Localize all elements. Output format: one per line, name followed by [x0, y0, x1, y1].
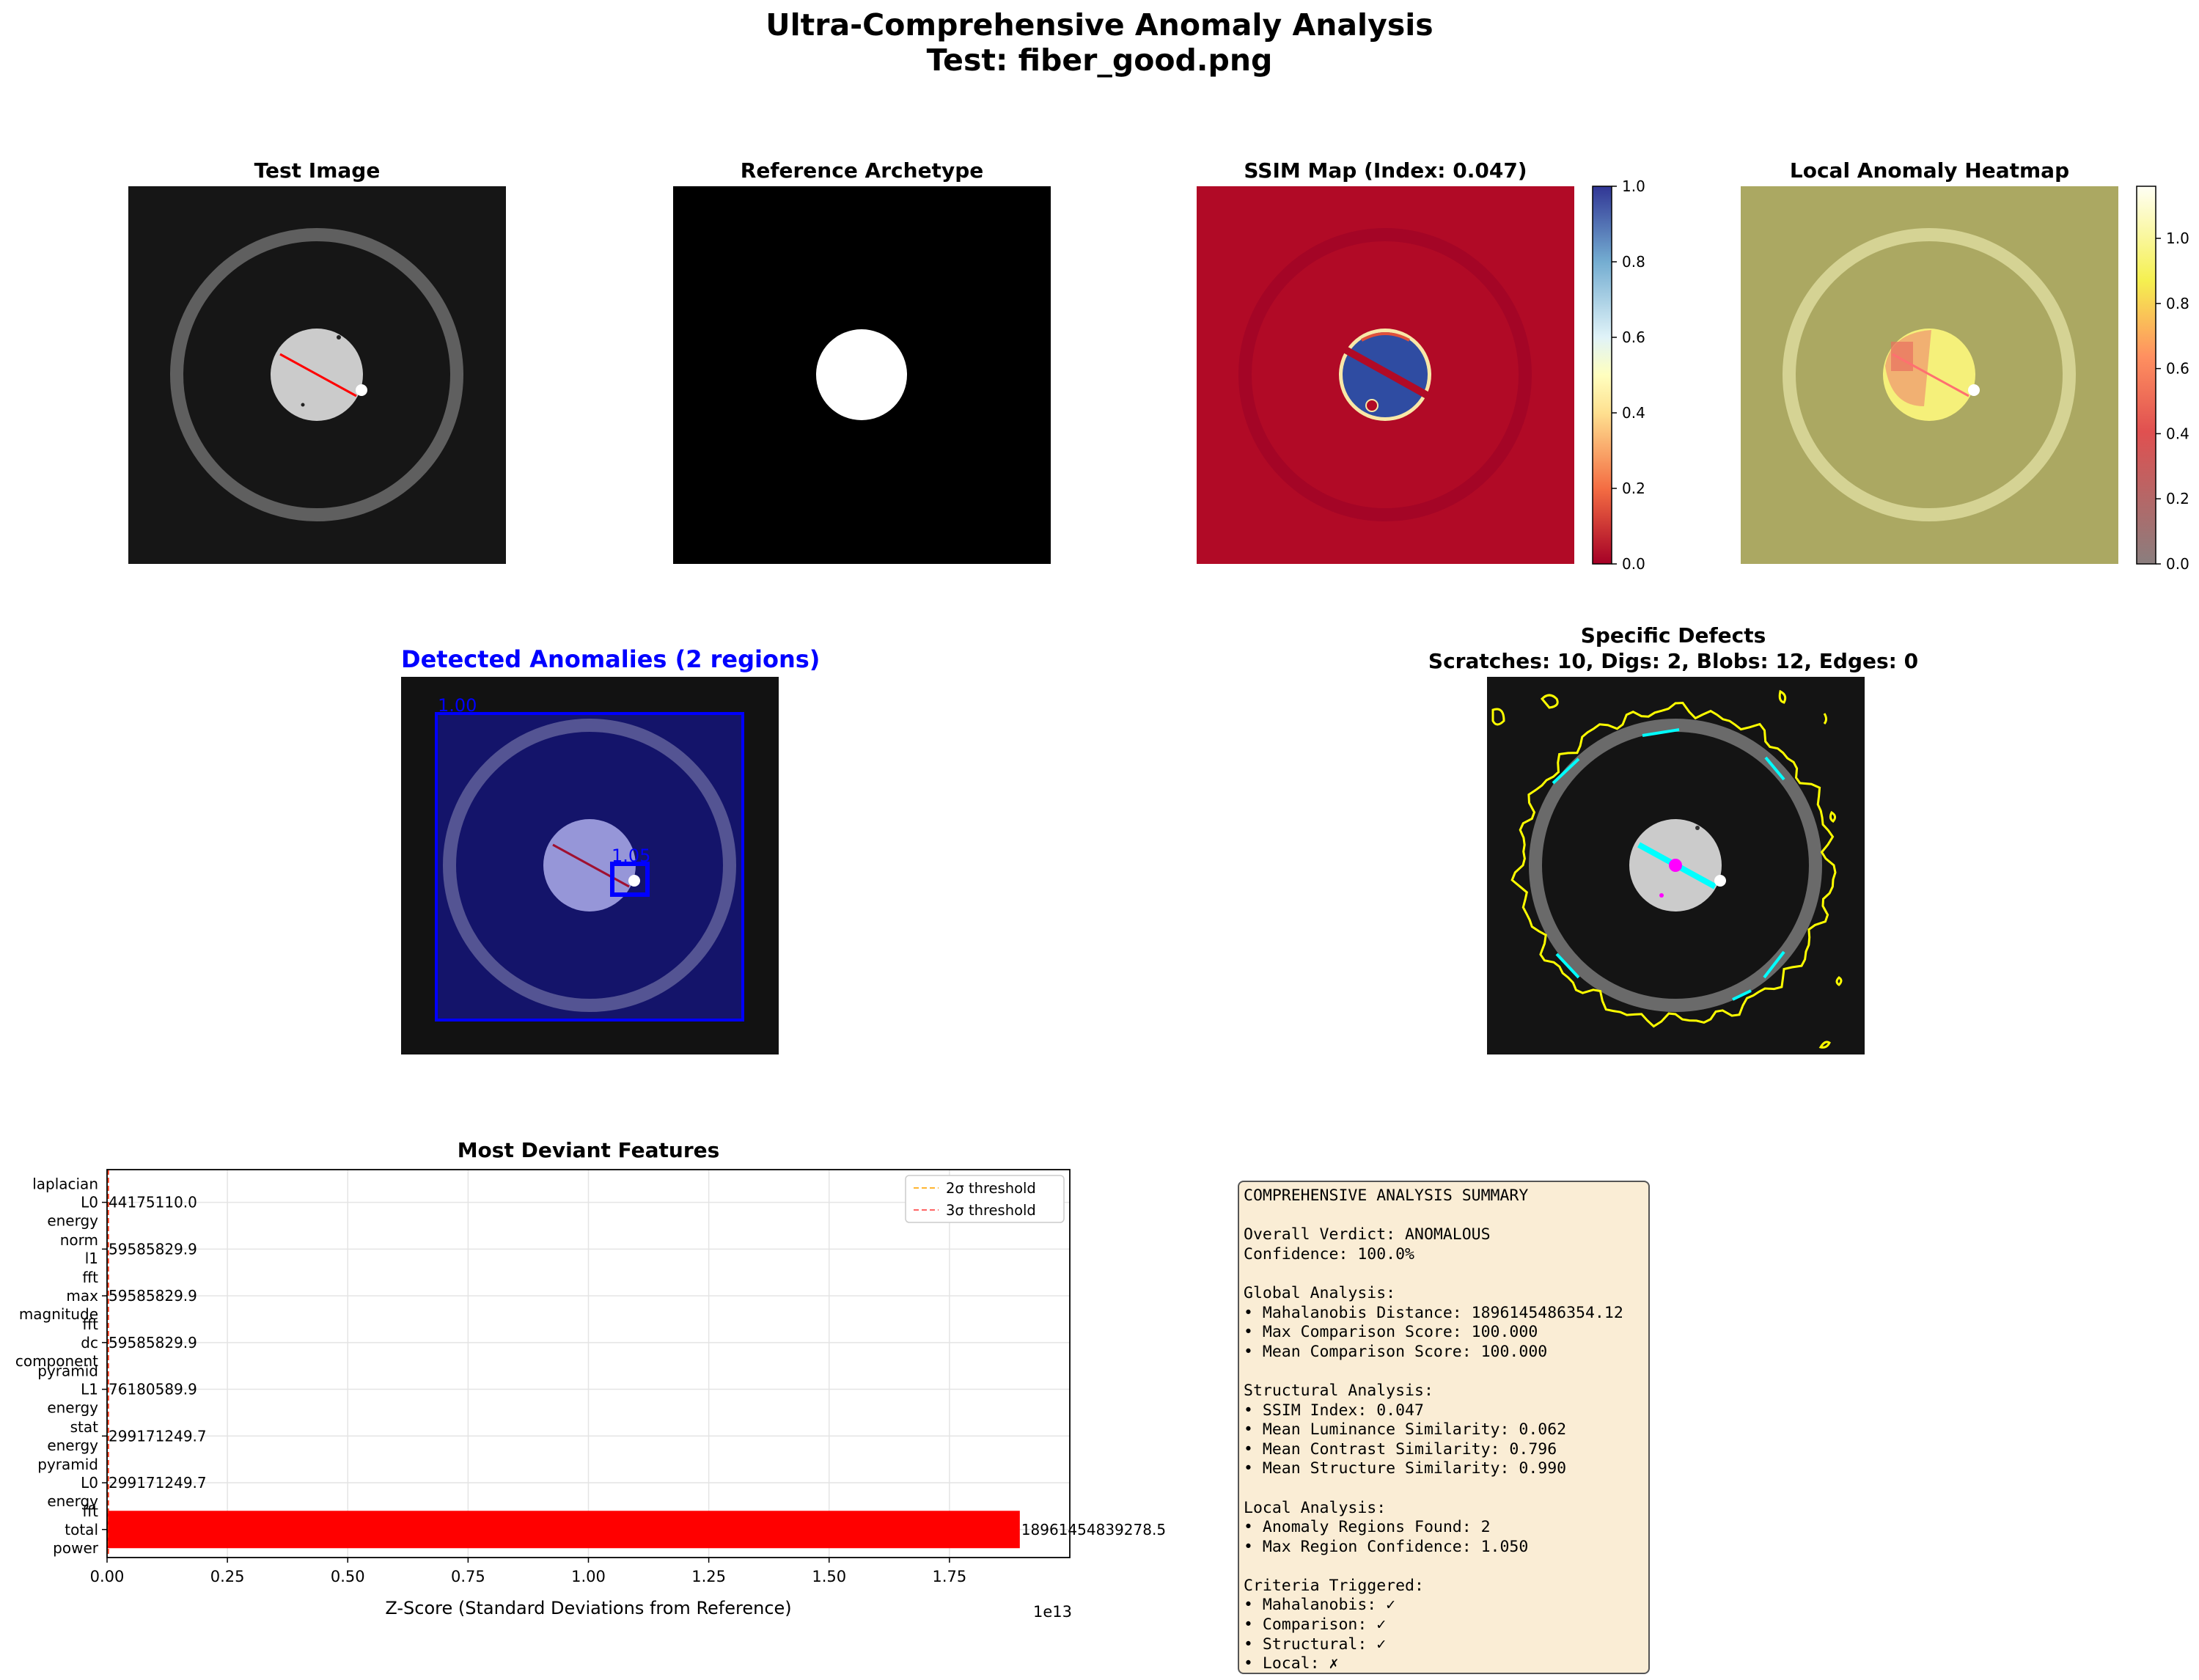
summary-line: Global Analysis: [1244, 1283, 1396, 1302]
y-tick-label-6: pyramid L0 energy [37, 1456, 98, 1510]
value-label-0: 44175110.0 [109, 1194, 197, 1211]
y-tick-label-2: fft max magnitude [19, 1269, 98, 1323]
summary-line [1244, 1264, 1648, 1284]
value-label-5: 299171249.7 [109, 1427, 207, 1445]
specific-defects-subtitle: Scratches: 10, Digs: 2, Blobs: 12, Edges… [1428, 649, 1919, 673]
summary-line: • SSIM Index: 0.047 [1244, 1401, 1424, 1420]
summary-line: Criteria Triggered: [1244, 1576, 1424, 1595]
figure-title-line2: Test: fiber_good.png [926, 43, 1273, 78]
test-image-title: Test Image [254, 158, 381, 183]
summary-line: • Mean Comparison Score: 100.000 [1244, 1342, 1548, 1361]
heatmap-colorbar-tick-5: 1.0 [2166, 230, 2189, 247]
bar-7 [107, 1511, 1020, 1549]
value-label-1: 59585829.9 [109, 1240, 197, 1258]
x-tick-label-1: 0.25 [210, 1568, 245, 1585]
summary-line: Confidence: 100.0% [1244, 1244, 1414, 1263]
y-tick-label-3: fft dc component [15, 1316, 98, 1370]
summary-line: • Mean Contrast Similarity: 0.796 [1244, 1439, 1557, 1459]
summary-line: • Structural: ✓ [1244, 1635, 1387, 1654]
ssim-colorbar-tick-1: 0.2 [1622, 480, 1645, 497]
y-tick-label-4: pyramid L1 energy [37, 1362, 98, 1417]
figure-title-line1: Ultra-Comprehensive Anomaly Analysis [766, 7, 1433, 43]
summary-line [1244, 1206, 1648, 1226]
summary-line: • Mean Luminance Similarity: 0.062 [1244, 1420, 1567, 1439]
value-label-3: 59585829.9 [109, 1334, 197, 1351]
detected-anomalies-title: Detected Anomalies (2 regions) [401, 645, 821, 673]
value-label-2: 59585829.9 [109, 1287, 197, 1305]
summary-line: • Mean Structure Similarity: 0.990 [1244, 1459, 1567, 1478]
region-label-2: 1.05 [612, 845, 650, 866]
heatmap-colorbar-tick-4: 0.8 [2166, 295, 2189, 312]
ssim-map-title: SSIM Map (Index: 0.047) [1244, 158, 1527, 183]
ssim-colorbar-tick-0: 0.0 [1622, 555, 1645, 573]
summary-line [1244, 1479, 1648, 1499]
y-tick-label-0: laplacian L0 energy [32, 1175, 98, 1230]
summary-line [1244, 1557, 1648, 1577]
summary-line: • Anomaly Regions Found: 2 [1244, 1518, 1491, 1537]
ssim-map [1197, 186, 1574, 564]
analysis-summary-box: COMPREHENSIVE ANALYSIS SUMMARY Overall Ve… [1238, 1181, 1650, 1674]
value-label-6: 299171249.7 [109, 1474, 207, 1492]
summary-line: COMPREHENSIVE ANALYSIS SUMMARY [1244, 1186, 1529, 1205]
ssim-colorbar-tick-3: 0.6 [1622, 329, 1645, 346]
region-label-1: 1.00 [438, 695, 477, 716]
summary-line: Local Analysis: [1244, 1498, 1387, 1517]
summary-line: • Comparison: ✓ [1244, 1615, 1387, 1635]
ssim-colorbar-tick-5: 1.0 [1622, 177, 1645, 195]
chart-legend: 2σ threshold 3σ threshold [905, 1175, 1065, 1223]
x-offset-text: 1e13 [1033, 1603, 1072, 1621]
x-tick-label-2: 0.50 [331, 1568, 365, 1585]
legend-2sigma-label: 2σ threshold [946, 1180, 1036, 1197]
value-label-4: 76180589.9 [109, 1381, 197, 1398]
summary-line [1244, 1362, 1648, 1382]
summary-line: • Max Region Confidence: 1.050 [1244, 1537, 1529, 1556]
summary-line: • Local: ✗ [1244, 1654, 1339, 1673]
reference-image [673, 186, 1051, 564]
summary-line: • Mahalanobis Distance: 1896145486354.12 [1244, 1303, 1623, 1322]
x-tick-label-0: 0.00 [90, 1568, 125, 1585]
summary-line: Structural Analysis: [1244, 1381, 1433, 1400]
chart-title: Most Deviant Features [457, 1138, 720, 1162]
x-tick-label-3: 0.75 [451, 1568, 485, 1585]
ssim-colorbar-tick-4: 0.8 [1622, 253, 1645, 271]
test-image [128, 186, 506, 564]
ssim-colorbar-tick-2: 0.4 [1622, 404, 1645, 422]
heatmap-colorbar: 0.0 0.2 0.4 0.6 0.8 1.0 [2136, 186, 2189, 573]
summary-line: • Max Comparison Score: 100.000 [1244, 1323, 1538, 1342]
x-axis-label: Z-Score (Standard Deviations from Refere… [385, 1598, 791, 1618]
y-tick-label-7: fft total power [53, 1503, 99, 1557]
specific-defects-title: Specific Defects [1580, 623, 1766, 648]
deviant-features-chart: 44175110.0 59585829.9 59585829.9 59585829.9… [15, 1169, 1166, 1621]
legend-3sigma-label: 3σ threshold [946, 1202, 1036, 1219]
heatmap-title: Local Anomaly Heatmap [1789, 158, 2070, 183]
detected-anomalies-image: 1.00 1.05 [401, 677, 779, 1054]
value-label-7: 18961454839278.5 [1021, 1521, 1166, 1538]
x-tick-label-4: 1.00 [571, 1568, 606, 1585]
y-tick-label-1: norm l1 [60, 1231, 98, 1267]
summary-line: Overall Verdict: ANOMALOUS [1244, 1225, 1491, 1244]
heatmap-colorbar-tick-1: 0.2 [2166, 490, 2189, 507]
summary-line: • Mahalanobis: ✓ [1244, 1596, 1396, 1615]
reference-title: Reference Archetype [740, 158, 984, 183]
heatmap-colorbar-tick-0: 0.0 [2166, 555, 2189, 573]
x-tick-label-7: 1.75 [932, 1568, 966, 1585]
specific-defects-image [1487, 677, 1865, 1054]
ssim-colorbar: 0.0 0.2 0.4 0.6 0.8 1.0 [1592, 177, 1645, 573]
local-anomaly-heatmap [1741, 186, 2118, 564]
heatmap-colorbar-tick-3: 0.6 [2166, 360, 2189, 378]
x-tick-label-6: 1.50 [812, 1568, 846, 1585]
x-tick-label-5: 1.25 [691, 1568, 726, 1585]
y-tick-label-5: stat energy [47, 1418, 98, 1454]
heatmap-colorbar-tick-2: 0.4 [2166, 425, 2189, 442]
